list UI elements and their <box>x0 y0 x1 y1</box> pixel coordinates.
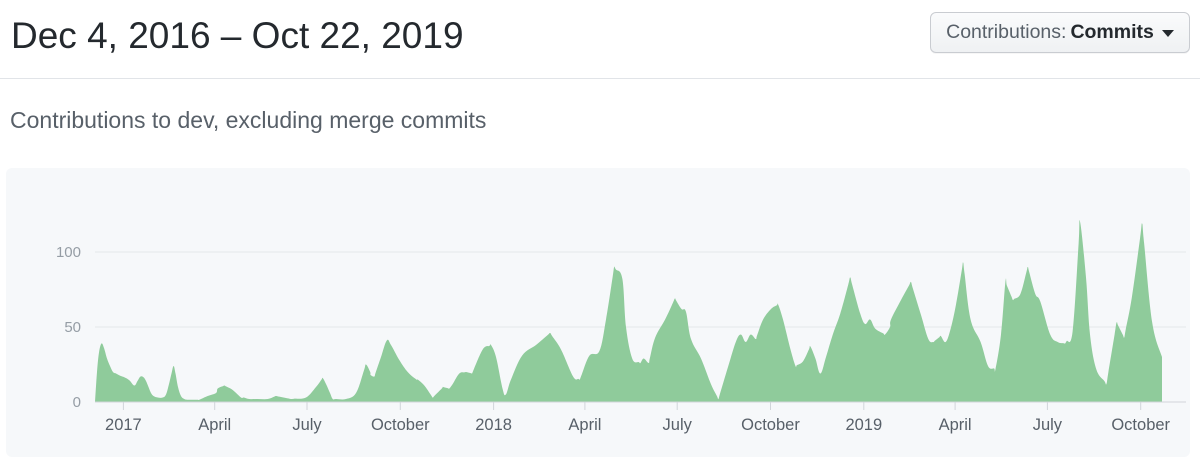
svg-text:October: October <box>371 416 430 434</box>
svg-text:April: April <box>939 416 972 434</box>
svg-text:2019: 2019 <box>845 416 882 434</box>
svg-text:October: October <box>741 416 800 434</box>
svg-text:2017: 2017 <box>105 416 142 434</box>
svg-text:July: July <box>292 416 322 434</box>
svg-text:July: July <box>663 416 693 434</box>
svg-text:April: April <box>198 416 231 434</box>
svg-text:July: July <box>1033 416 1063 434</box>
svg-text:0: 0 <box>73 394 81 411</box>
svg-text:October: October <box>1111 416 1170 434</box>
svg-text:100: 100 <box>56 244 81 261</box>
svg-text:2018: 2018 <box>475 416 512 434</box>
svg-text:April: April <box>568 416 601 434</box>
svg-text:50: 50 <box>64 319 81 336</box>
